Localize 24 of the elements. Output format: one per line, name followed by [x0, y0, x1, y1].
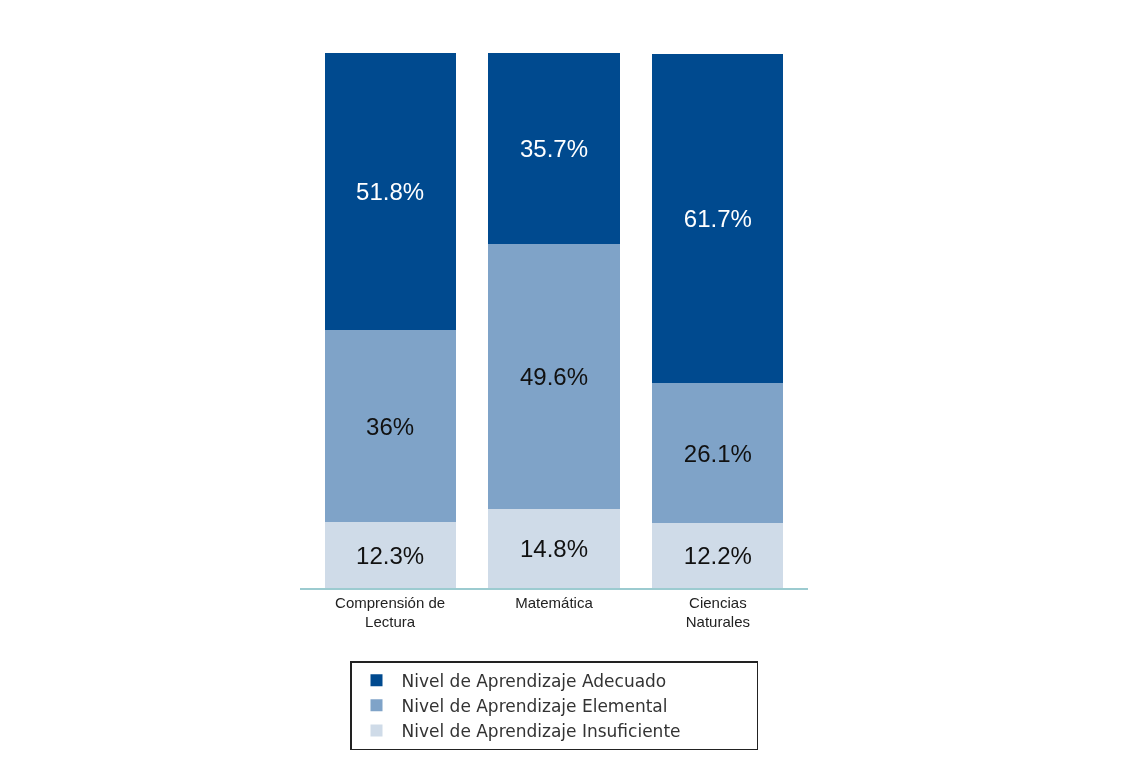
- data-label: 36%: [366, 412, 415, 440]
- legend-label: Nivel de Aprendizaje Adecuado: [401, 670, 667, 691]
- bar: [324, 522, 456, 588]
- data-label: 26.1%: [683, 439, 752, 467]
- bar: [652, 53, 784, 384]
- x-tick-label: Ciencias Naturales: [685, 593, 750, 630]
- bar: [488, 243, 620, 509]
- x-tick-label: Matemática: [515, 593, 594, 611]
- data-label: 14.8%: [519, 534, 589, 562]
- data-label: 12.2%: [683, 541, 752, 569]
- legend-label: Nivel de Aprendizaje Elemental: [401, 695, 668, 716]
- bar: [488, 508, 620, 588]
- bar: [488, 53, 620, 244]
- legend-label: Nivel de Aprendizaje Insuficiente: [401, 721, 681, 742]
- data-label: 35.7%: [519, 135, 589, 163]
- data-label: 12.3%: [356, 541, 425, 569]
- bar: [652, 522, 784, 588]
- data-label: 51.8%: [356, 178, 425, 206]
- x-tick-label: Comprensión de Lectura: [335, 593, 446, 630]
- bar: [324, 329, 456, 523]
- bar: [324, 53, 456, 330]
- data-label: 61.7%: [683, 205, 752, 233]
- bar: [652, 383, 784, 523]
- data-label: 49.6%: [519, 362, 589, 390]
